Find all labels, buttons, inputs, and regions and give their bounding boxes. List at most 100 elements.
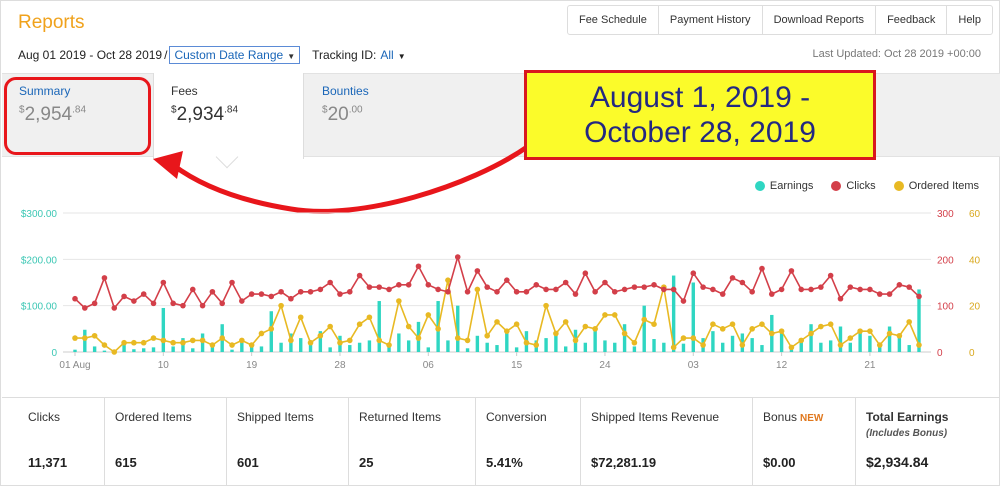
clicks-point [494, 288, 500, 295]
legend-dot-ordered-items [893, 181, 904, 191]
ordered-items-point [445, 277, 451, 283]
date-range-select[interactable]: Custom Date Range ▼ [169, 46, 301, 64]
legend-item-earnings[interactable]: Earnings [754, 180, 814, 192]
ordered-items-point [876, 342, 883, 348]
ordered-items-point [690, 335, 697, 341]
ordered-items-point [857, 328, 863, 334]
earnings-bar [397, 333, 401, 352]
clicks-point [484, 284, 490, 290]
fee-schedule-button[interactable]: Fee Schedule [578, 14, 647, 26]
tab-summary[interactable]: Summary $2,954.84 [2, 73, 152, 157]
earnings-bar [563, 346, 568, 352]
clicks-point [425, 282, 432, 288]
ordered-items-point [631, 339, 638, 346]
earnings-bar [141, 348, 146, 352]
ordered-items-point [180, 339, 186, 346]
x-tick-label: 28 [334, 360, 346, 371]
stat-value: 615 [115, 455, 137, 470]
clicks-point [445, 288, 451, 295]
clicks-point [160, 279, 167, 286]
tracking-id-select[interactable]: Tracking ID: All ▼ [312, 48, 406, 62]
clicks-point [739, 279, 746, 286]
stat-label: Ordered Items [115, 410, 192, 424]
ordered-items-point [592, 326, 598, 332]
legend-label-earnings: Earnings [769, 180, 814, 192]
ordered-items-point [710, 321, 716, 327]
ordered-items-point [297, 314, 304, 321]
ordered-items-point [337, 339, 343, 346]
help-button[interactable]: Help [946, 6, 992, 34]
clicks-point [808, 286, 814, 293]
ordered-items-point [504, 328, 510, 334]
ordered-items-point [916, 342, 922, 348]
stat-label: Conversion [486, 410, 547, 424]
clicks-point [553, 286, 559, 293]
clicks-point [278, 288, 284, 295]
clicks-point [788, 268, 795, 274]
y-mid-tick-label: 0 [937, 348, 943, 359]
legend-item-ordered-items[interactable]: Ordered Items [893, 180, 979, 192]
clicks-point [827, 272, 834, 279]
clicks-point [504, 277, 510, 283]
x-tick-label: 21 [864, 360, 876, 371]
tab-bounties[interactable]: Bounties $20.00 [305, 73, 455, 157]
ordered-items-point [513, 321, 520, 327]
earnings-bar [622, 324, 627, 352]
earnings-bar [632, 346, 637, 352]
tab-summary-amount: $2,954.84 [19, 104, 87, 125]
date-separator: / [164, 48, 168, 62]
x-tick-label: 12 [776, 360, 788, 371]
earnings-bar [730, 335, 735, 352]
ordered-items-point [680, 335, 687, 341]
tab-summary-label: Summary [19, 84, 71, 98]
ordered-items-point [288, 337, 294, 344]
feedback-button[interactable]: Feedback [875, 6, 946, 34]
stat-value: 25 [359, 455, 374, 470]
ordered-items-point [867, 328, 873, 334]
ordered-items-point [474, 286, 481, 293]
clicks-point [631, 284, 638, 290]
y-left-tick-label: $200.00 [21, 255, 58, 266]
earnings-bar [603, 340, 607, 352]
clicks-point [337, 291, 343, 297]
clicks-point [572, 291, 579, 297]
ordered-items-point [248, 342, 255, 348]
ordered-items-point [553, 330, 559, 337]
earnings-bar [102, 350, 107, 352]
new-badge: NEW [800, 413, 824, 424]
y-right-tick-label: 20 [969, 302, 981, 313]
ordered-items-point [611, 312, 618, 318]
clicks-point [454, 254, 461, 260]
summary-highlight-circle [4, 77, 151, 155]
earnings-bar [456, 305, 460, 352]
earnings-bar [799, 338, 803, 352]
ordered-items-point [376, 337, 383, 344]
ordered-items-point [229, 342, 235, 348]
legend-item-clicks[interactable]: Clicks [831, 180, 876, 192]
clicks-point [199, 302, 206, 309]
chart-legend: Earnings Clicks Ordered Items [737, 180, 979, 192]
stat-label: Clicks [28, 410, 60, 424]
download-reports-button[interactable]: Download Reports [761, 6, 876, 34]
clicks-point [680, 298, 687, 304]
clicks-point [582, 270, 589, 277]
payment-history-button[interactable]: Payment History [657, 6, 762, 34]
stat-label: Returned Items [359, 410, 442, 424]
ordered-items-point [454, 335, 461, 341]
x-tick-label: 03 [688, 360, 700, 371]
ordered-items-point [729, 321, 736, 327]
earnings-bar [318, 331, 323, 352]
clicks-point [778, 286, 785, 293]
tab-fees-amount: $2,934.84 [171, 104, 239, 125]
tab-fees[interactable]: Fees $2,934.84 [153, 73, 304, 159]
y-left-tick-label: $300.00 [21, 209, 58, 220]
earnings-bar [240, 340, 244, 352]
date-range-text: Aug 01 2019 - Oct 28 2019 [18, 48, 163, 62]
ordered-items-point [582, 323, 589, 330]
clicks-point [886, 291, 893, 297]
legend-dot-clicks [831, 181, 842, 191]
ordered-items-point [768, 330, 775, 337]
tab-bounties-amount: $20.00 [322, 104, 363, 125]
stat-value: 11,371 [28, 455, 68, 470]
tracking-id-value: All [380, 48, 394, 62]
